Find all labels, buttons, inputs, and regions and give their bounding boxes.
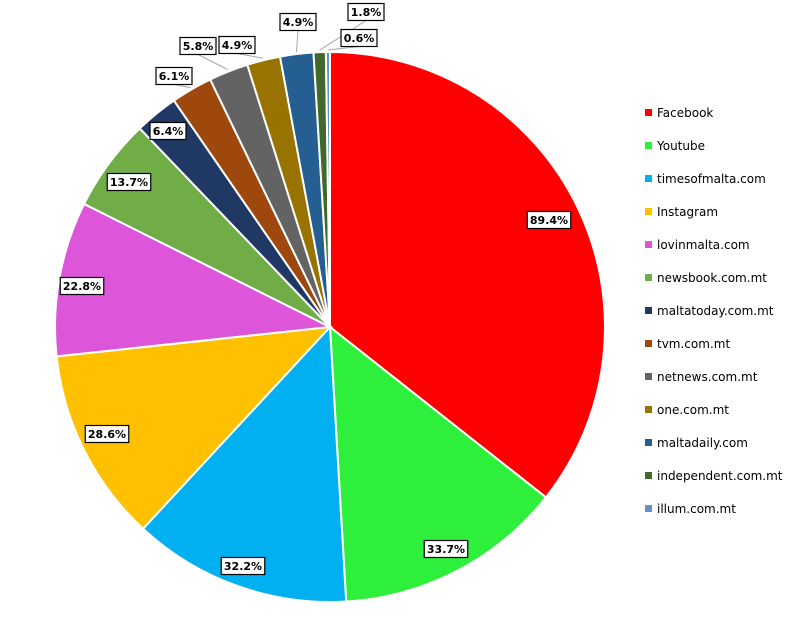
data-label-11: 1.8%: [351, 6, 382, 19]
legend-swatch-0: [645, 109, 652, 116]
data-label-box-5: [106, 172, 152, 192]
data-label-box-6: [149, 121, 187, 141]
pie-slice-4: [54, 202, 334, 358]
legend-swatch-12: [645, 505, 652, 512]
leader-line-10: [295, 30, 299, 53]
pie-slice-0: [329, 50, 606, 499]
data-label-12: 0.6%: [344, 32, 375, 45]
pie-slice-12: [324, 50, 331, 328]
data-label-box-8: [179, 36, 217, 56]
legend-swatch-1: [645, 142, 652, 149]
data-label-8: 5.8%: [183, 40, 214, 53]
legend-label-2: timesofmalta.com: [657, 172, 766, 186]
legend-label-9: one.com.mt: [657, 403, 729, 417]
legend-label-7: tvm.com.mt: [657, 337, 730, 351]
data-label-box-11: [347, 2, 385, 22]
legend-swatch-11: [645, 472, 652, 479]
legend-label-3: Instagram: [657, 205, 718, 219]
pie-slice-3: [55, 325, 333, 531]
data-label-2: 32.2%: [224, 560, 262, 573]
data-label-0: 89.4%: [530, 214, 568, 227]
data-label-box-7: [155, 66, 193, 86]
data-label-box-9: [218, 35, 256, 55]
legend-swatch-8: [645, 373, 652, 380]
legend-label-0: Facebook: [657, 106, 713, 120]
legend-label-11: independent.com.mt: [657, 469, 783, 483]
data-label-10: 4.9%: [283, 16, 314, 29]
data-label-1: 33.7%: [427, 543, 465, 556]
pie-slice-1: [328, 324, 548, 603]
data-label-9: 4.9%: [222, 39, 253, 52]
legend-label-4: lovinmalta.com: [657, 238, 750, 252]
legend-label-10: maltadaily.com: [657, 436, 748, 450]
legend-swatch-3: [645, 208, 652, 215]
data-label-box-0: [526, 210, 572, 230]
leader-line-9: [236, 53, 264, 59]
data-label-box-4: [59, 276, 105, 296]
legend-label-6: maltatoday.com.mt: [657, 304, 774, 318]
data-label-3: 28.6%: [88, 428, 126, 441]
data-label-box-2: [220, 556, 266, 576]
data-label-7: 6.1%: [159, 70, 190, 83]
data-label-box-1: [423, 539, 469, 559]
data-label-box-12: [340, 28, 378, 48]
legend-swatch-2: [645, 175, 652, 182]
legend-swatch-9: [645, 406, 652, 413]
data-label-box-10: [279, 12, 317, 32]
pie-slice-2: [141, 324, 348, 603]
legend-swatch-5: [645, 274, 652, 281]
data-label-4: 22.8%: [63, 280, 101, 293]
legend-label-8: netnews.com.mt: [657, 370, 758, 384]
legend-swatch-6: [645, 307, 652, 314]
legend-swatch-10: [645, 439, 652, 446]
data-label-box-3: [84, 424, 130, 444]
legend-label-5: newsbook.com.mt: [657, 271, 767, 285]
legend-swatch-7: [645, 340, 652, 347]
data-label-6: 6.4%: [153, 125, 184, 138]
legend-label-12: illum.com.mt: [657, 502, 736, 516]
legend-label-1: Youtube: [656, 139, 705, 153]
data-label-5: 13.7%: [110, 176, 148, 189]
legend-swatch-4: [645, 241, 652, 248]
leader-line-8: [197, 54, 228, 71]
